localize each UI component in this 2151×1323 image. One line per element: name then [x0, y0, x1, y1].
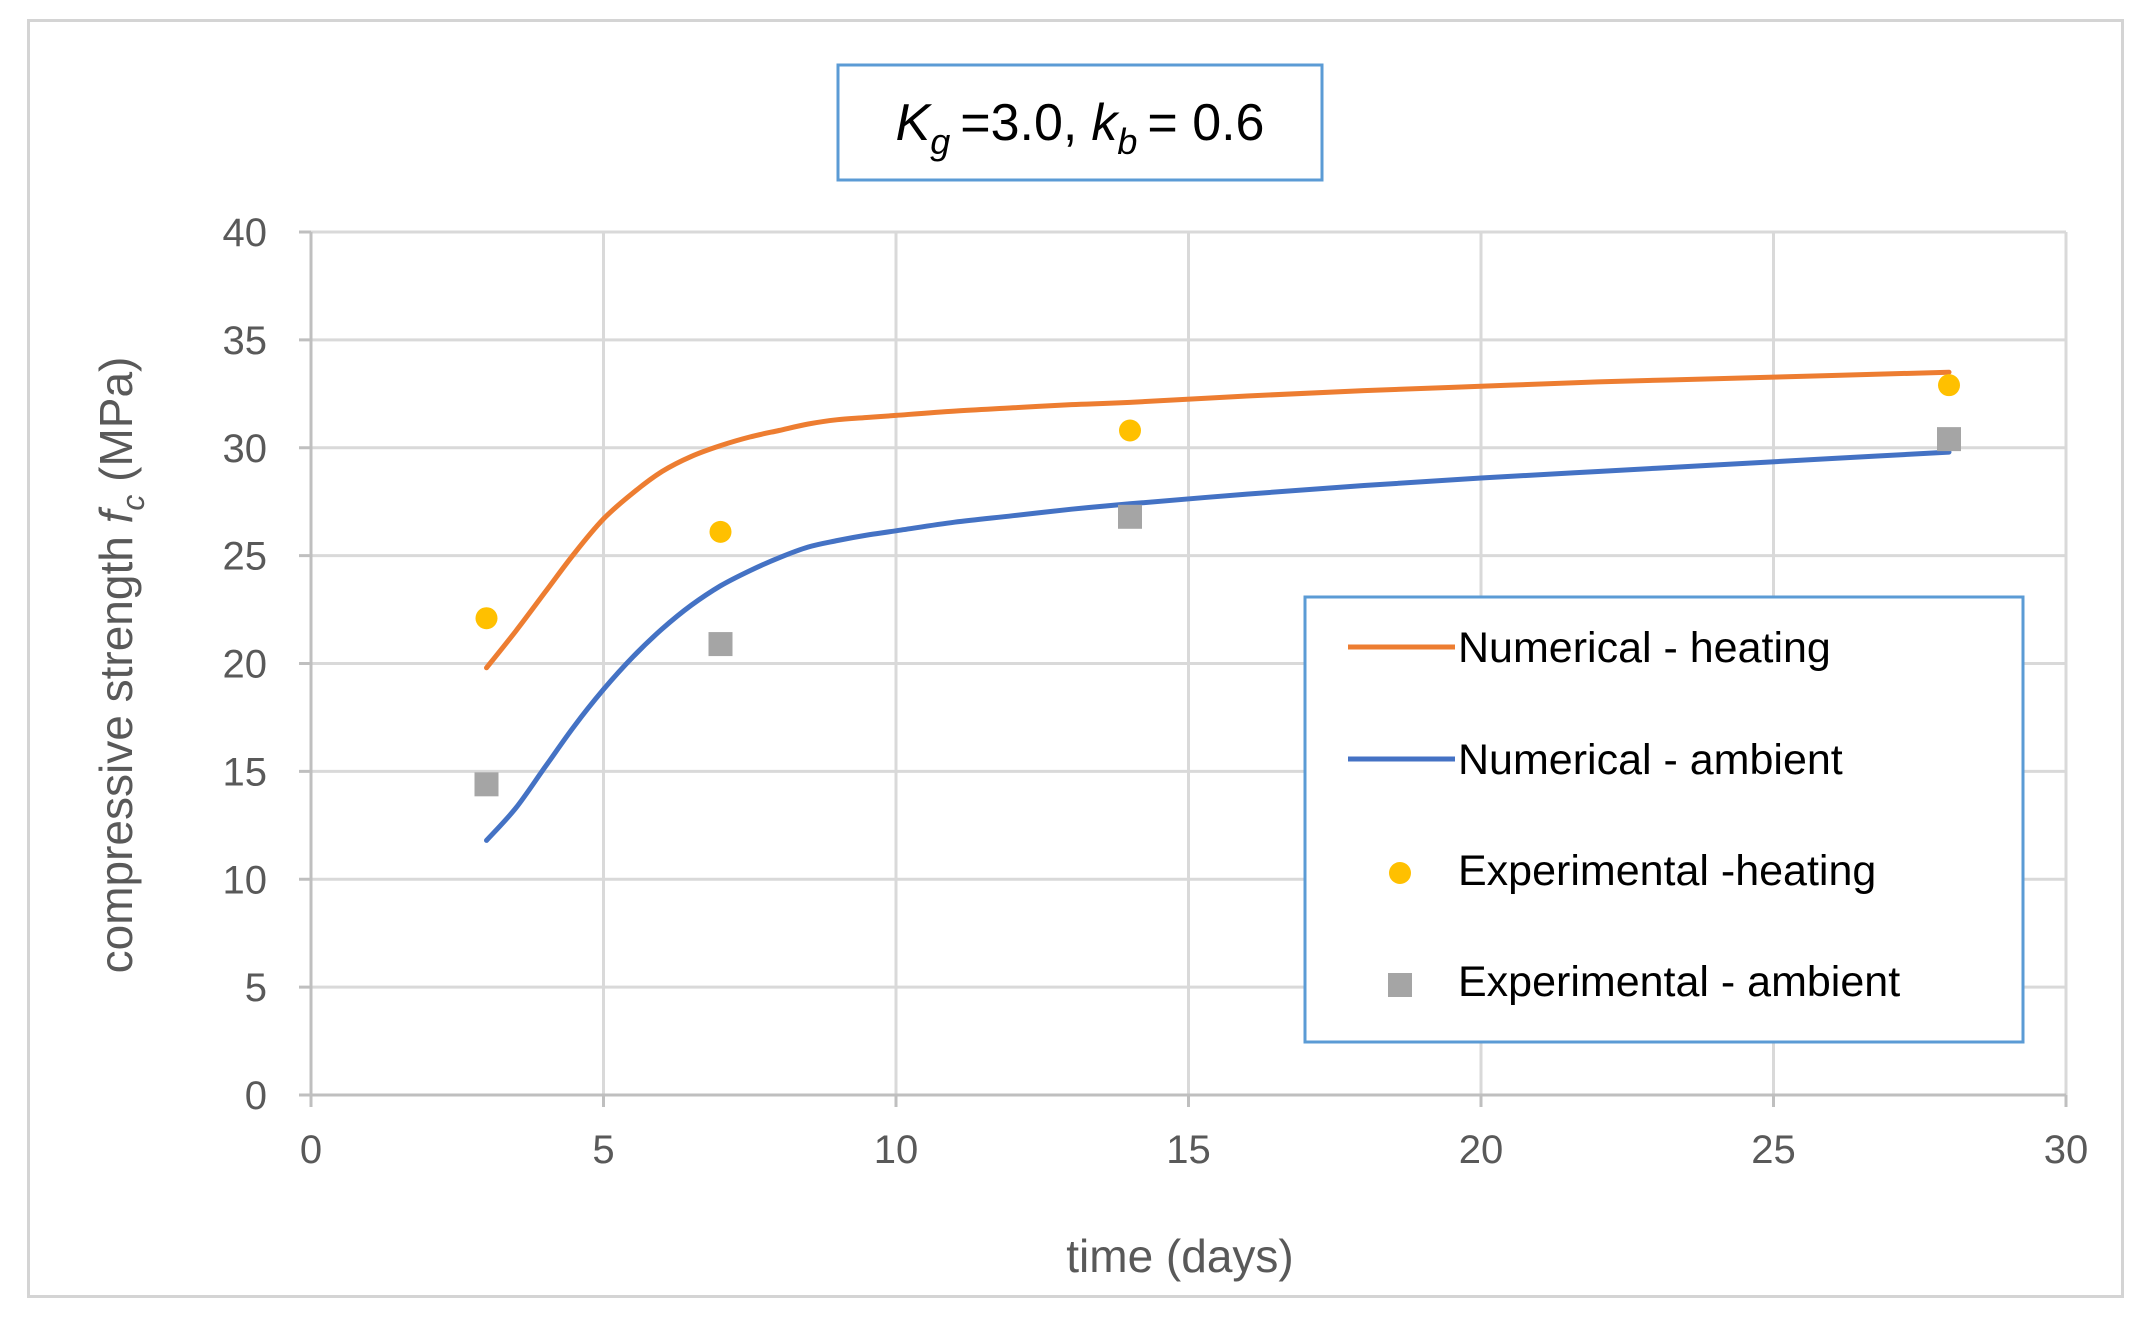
- point-experimental-ambient-28: [1937, 427, 1961, 452]
- x-tick-label-15: 15: [1166, 1128, 1211, 1172]
- title-kg-symbol: K: [896, 94, 933, 152]
- y-axis-label: compressive strength fc (MPa): [90, 357, 151, 974]
- x-tick-label-5: 5: [592, 1128, 614, 1172]
- legend-marker-experimental-ambient: [1388, 973, 1412, 997]
- legend-marker-experimental-heating: [1389, 862, 1411, 884]
- x-axis-label: time (days): [1066, 1230, 1293, 1282]
- title-box: [836, 63, 1324, 182]
- point-experimental-ambient-3: [474, 772, 499, 797]
- tick-labels: 0 5 10 15 20 25 30 35 40 0 5 10 15 20 25 30: [223, 211, 2089, 1172]
- y-tick-label-15: 15: [223, 750, 268, 794]
- title-kb-symbol: k: [1091, 94, 1120, 152]
- point-experimental-ambient-7: [708, 632, 733, 657]
- x-tick-label-20: 20: [1459, 1128, 1504, 1172]
- y-tick-label-0: 0: [245, 1074, 267, 1118]
- title-kb-sub: b: [1117, 121, 1137, 162]
- legend: Numerical - heating Numerical - ambient …: [1303, 595, 2025, 1044]
- legend-label-numerical-ambient: Numerical - ambient: [1458, 736, 1843, 784]
- y-tick-label-10: 10: [223, 858, 268, 902]
- x-tick-label-30: 30: [2044, 1128, 2089, 1172]
- point-experimental-heating-7: [709, 520, 732, 543]
- y-axis-label-prefix: compressive strength: [90, 523, 142, 973]
- title-kg-sub: g: [930, 121, 950, 162]
- x-tick-label-10: 10: [874, 1128, 919, 1172]
- legend-label-experimental-ambient: Experimental - ambient: [1458, 958, 1900, 1006]
- point-experimental-heating-28: [1938, 374, 1960, 397]
- line-numerical-ambient: [484, 449, 1952, 843]
- title-kb-value: = 0.6: [1147, 94, 1264, 152]
- legend-label-experimental-heating: Experimental -heating: [1458, 847, 1876, 895]
- legend-label-numerical-heating: Numerical - heating: [1458, 624, 1831, 672]
- axes: [299, 230, 2068, 1107]
- y-tick-label-20: 20: [223, 643, 268, 687]
- y-axis-label-sub: c: [115, 495, 151, 511]
- y-tick-label-30: 30: [223, 427, 268, 471]
- y-tick-label-40: 40: [223, 211, 268, 255]
- title-text: Kg =3.0, kb = 0.6: [896, 94, 1265, 162]
- series: [474, 369, 1961, 843]
- point-experimental-ambient-14: [1118, 504, 1142, 529]
- chart-title: Kg =3.0, kb = 0.6: [836, 63, 1324, 182]
- y-tick-label-35: 35: [223, 319, 268, 363]
- point-experimental-heating-3: [475, 607, 498, 630]
- x-tick-label-0: 0: [300, 1128, 322, 1172]
- point-experimental-heating-14: [1119, 419, 1141, 442]
- y-tick-label-25: 25: [223, 535, 268, 579]
- x-tick-label-25: 25: [1751, 1128, 1796, 1172]
- line-numerical-heating: [484, 369, 1952, 671]
- y-tick-label-5: 5: [245, 966, 267, 1010]
- legend-box: [1303, 595, 2025, 1044]
- title-kg-value: =3.0,: [960, 94, 1077, 152]
- y-axis-label-symbol: f: [90, 506, 142, 523]
- y-axis-label-suffix: (MPa): [90, 357, 142, 495]
